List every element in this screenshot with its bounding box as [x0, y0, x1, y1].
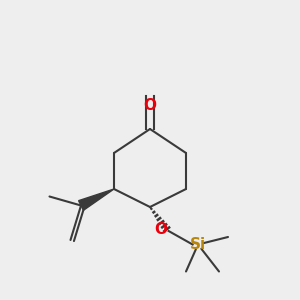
Polygon shape: [79, 189, 114, 210]
Text: O: O: [154, 222, 167, 237]
Text: Si: Si: [190, 237, 206, 252]
Text: O: O: [143, 98, 157, 112]
